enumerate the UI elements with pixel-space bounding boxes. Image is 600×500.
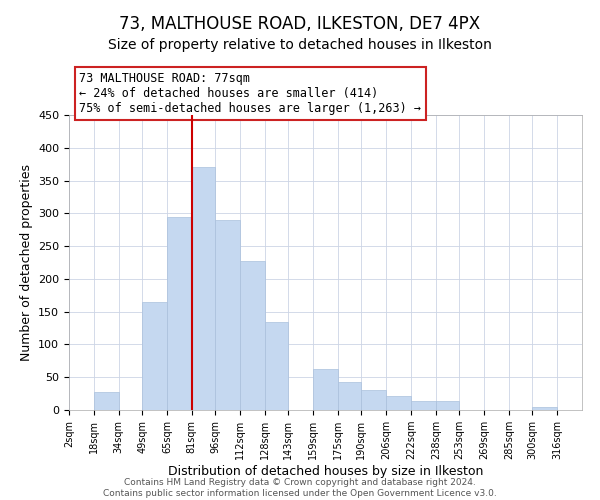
Bar	[338, 382, 361, 410]
Bar	[411, 401, 436, 410]
Bar	[167, 216, 192, 410]
Bar	[532, 406, 557, 410]
Text: Size of property relative to detached houses in Ilkeston: Size of property relative to detached ho…	[108, 38, 492, 52]
Bar	[361, 390, 386, 410]
Bar	[94, 392, 119, 410]
Text: 73, MALTHOUSE ROAD, ILKESTON, DE7 4PX: 73, MALTHOUSE ROAD, ILKESTON, DE7 4PX	[119, 15, 481, 33]
Bar	[313, 370, 338, 410]
Bar	[386, 396, 411, 410]
Bar	[265, 322, 288, 410]
Bar	[215, 220, 240, 410]
Bar	[192, 168, 215, 410]
Text: 73 MALTHOUSE ROAD: 77sqm
← 24% of detached houses are smaller (414)
75% of semi-: 73 MALTHOUSE ROAD: 77sqm ← 24% of detach…	[79, 72, 421, 115]
Text: Contains HM Land Registry data © Crown copyright and database right 2024.
Contai: Contains HM Land Registry data © Crown c…	[103, 478, 497, 498]
Bar	[142, 302, 167, 410]
Bar	[240, 260, 265, 410]
Y-axis label: Number of detached properties: Number of detached properties	[20, 164, 32, 361]
Bar	[436, 401, 459, 410]
X-axis label: Distribution of detached houses by size in Ilkeston: Distribution of detached houses by size …	[168, 465, 483, 478]
